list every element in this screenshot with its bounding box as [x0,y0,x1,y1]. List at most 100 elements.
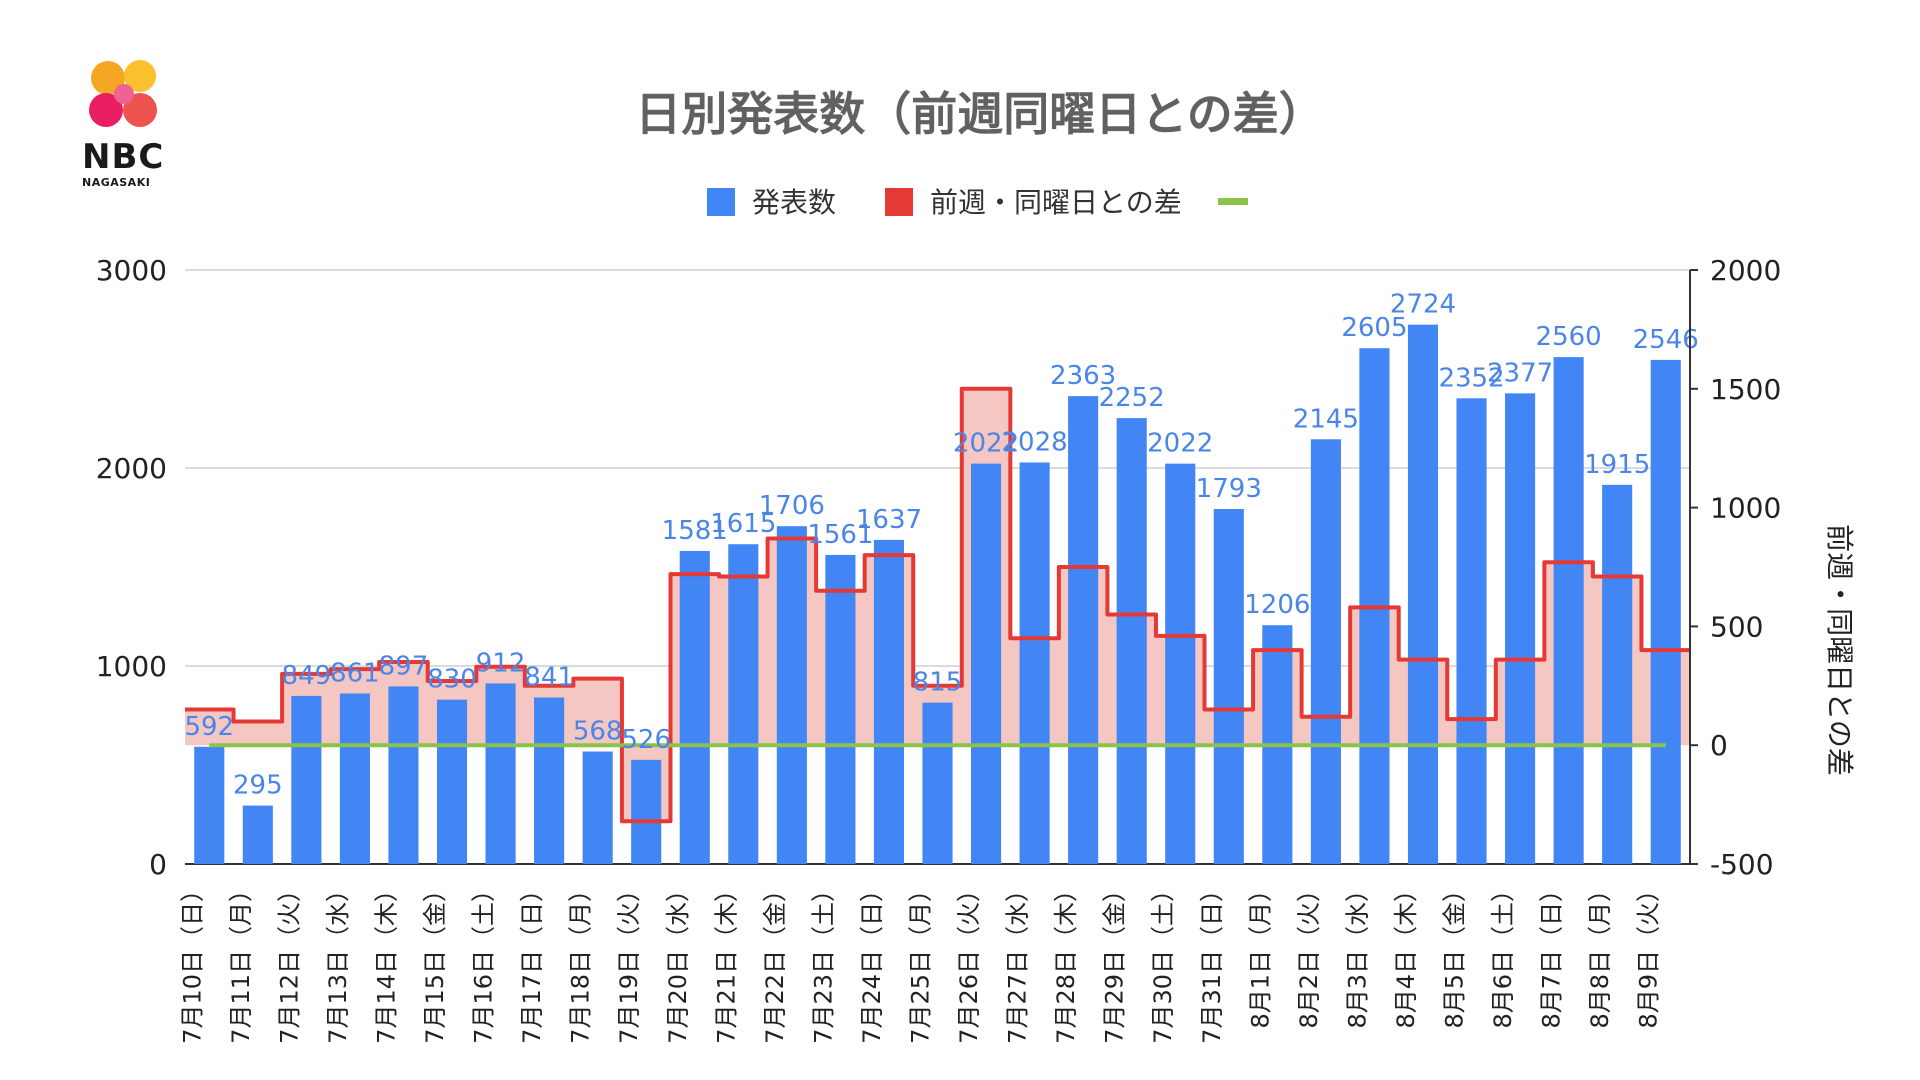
data-label: 1561 [807,520,873,550]
bar [873,539,905,864]
legend: 発表数 前週・同曜日との差 [707,186,1248,219]
x-tick-label: 7月18日（月） [567,878,595,1044]
bar [1068,396,1099,864]
bar [1553,357,1584,864]
x-tick-label: 7月29日（金） [1101,878,1129,1044]
bar [485,683,516,864]
data-label: 2028 [1002,427,1068,457]
y-tick-left: 2000 [96,452,167,485]
y-tick-right: 2000 [1710,254,1781,287]
bars [194,324,1681,865]
bar [436,699,468,864]
x-tick-label: 7月26日（火） [955,878,983,1044]
bar [922,702,953,864]
bar [582,751,613,864]
diff-line [185,386,1690,824]
data-label: 841 [524,662,574,692]
data-label: 849 [282,661,332,691]
data-label: 1206 [1244,590,1310,620]
data-label: 2363 [1050,361,1116,391]
x-tick-label: 7月30日（土） [1149,878,1177,1044]
data-label: 2145 [1293,404,1359,434]
data-label: 592 [184,712,234,742]
data-label: 2377 [1487,358,1553,388]
logo-mark-icon [89,60,157,127]
bar [1165,463,1196,864]
x-tick-label: 8月4日（木） [1392,878,1420,1029]
x-tick-label: 7月27日（水） [1004,878,1032,1044]
bar [291,695,322,864]
data-label: 2546 [1633,325,1699,355]
data-label: 568 [573,717,623,747]
data-label: 815 [913,668,963,698]
data-label: 830 [427,665,477,695]
x-tick-label: 8月6日（土） [1489,878,1517,1029]
chart-title: 日別発表数（前週同曜日との差） [635,87,1325,141]
y-tick-left: 0 [149,848,167,881]
x-tick-label: 7月21日（木） [712,878,740,1044]
y-axis-right: -500 0 500 1000 1500 2000 [1689,254,1781,881]
brand-name: NBC [82,137,165,177]
legend-swatch-diff [885,188,913,216]
bar [194,746,225,864]
bar [1116,418,1147,864]
data-label: 2352 [1438,363,1504,393]
y-tick-left: 3000 [96,254,167,287]
data-label: 295 [233,771,283,801]
x-tick-label: 7月14日（木） [372,878,400,1044]
bar [339,693,370,864]
legend-label-count: 発表数 [752,186,836,219]
data-label: 2560 [1536,322,1602,352]
y-tick-right: 0 [1710,729,1728,762]
brand-sub: NAGASAKI [82,176,151,189]
x-tick-label: 8月7日（日） [1538,878,1566,1029]
diff-step-line [185,386,1690,824]
y-tick-left: 1000 [96,650,167,683]
data-label: 2022 [1147,429,1213,459]
x-tick-label: 7月23日（土） [809,878,837,1044]
x-tick-label: 7月28日（木） [1052,878,1080,1044]
data-label: 1581 [662,516,728,546]
data-label: 2724 [1390,290,1456,320]
x-tick-label: 8月9日（火） [1635,878,1663,1029]
bar [534,697,565,864]
bar [1407,324,1439,864]
data-label: 912 [476,648,526,678]
x-tick-label: 7月20日（水） [664,878,692,1044]
x-tick-label: 7月12日（火） [275,878,303,1044]
bar [728,544,759,864]
legend-label-diff: 前週・同曜日との差 [930,186,1182,219]
bar [1213,508,1244,864]
y-tick-right: 1000 [1710,492,1781,525]
x-tick-label: 7月11日（月） [227,878,255,1044]
data-label: 861 [330,659,380,689]
bar [388,686,419,864]
x-tick-label: 8月1日（月） [1246,878,1274,1029]
legend-swatch-baseline [1218,198,1248,205]
data-label: 2252 [1099,383,1165,413]
x-tick-label: 8月3日（水） [1343,878,1371,1029]
bar [1650,359,1681,864]
x-tick-label: 7月17日（日） [518,878,546,1044]
data-label: 1706 [759,491,825,521]
bar [970,463,1002,864]
data-label: 1915 [1584,450,1650,480]
data-label: 1637 [856,505,922,535]
x-tick-label: 7月16日（土） [470,878,498,1044]
data-label: 2022 [953,429,1019,459]
x-tick-label: 7月22日（金） [761,878,789,1044]
bar [1310,439,1341,864]
x-tick-label: 8月5日（金） [1441,878,1469,1029]
x-tick-label: 7月13日（水） [324,878,352,1044]
bar [776,526,807,864]
bar [242,805,273,864]
data-label: 897 [379,651,429,681]
y-axis-left: 0 1000 2000 3000 [96,254,167,881]
bar [1602,484,1633,864]
bar [1505,393,1536,864]
data-label: 1615 [710,509,776,539]
x-tick-label: 7月15日（金） [421,878,449,1044]
data-label: 2605 [1341,313,1407,343]
bar [825,554,856,864]
